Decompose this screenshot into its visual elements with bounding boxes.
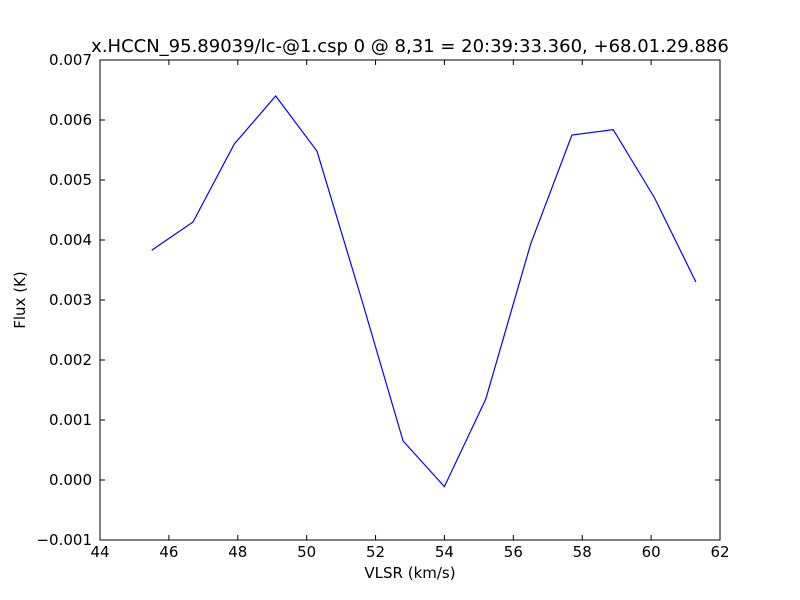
x-tick-label: 48	[228, 543, 247, 561]
x-tick-label: 44	[90, 543, 109, 561]
y-tick-label: 0.002	[49, 351, 92, 369]
y-axis: −0.001 0.000 0.001 0.002 0.003 0.004 0.005 0.00…	[36, 51, 720, 549]
x-tick-label: 50	[297, 543, 316, 561]
y-axis-label: Flux (K)	[11, 271, 29, 329]
x-tick-label: 52	[366, 543, 385, 561]
y-tick-label: 0.004	[49, 231, 92, 249]
chart-title: x.HCCN_95.89039/lc-@1.csp 0 @ 8,31 = 20:…	[91, 36, 729, 57]
plot-frame	[99, 59, 721, 541]
series-line	[151, 95, 697, 488]
y-tick-label: 0.000	[49, 471, 92, 489]
x-tick-label: 46	[159, 543, 178, 561]
y-tick-label: 0.006	[49, 111, 92, 129]
x-tick-label: 62	[710, 543, 729, 561]
x-tick-label: 58	[573, 543, 592, 561]
y-tick-label: 0.001	[49, 411, 92, 429]
y-tick-label: 0.005	[49, 171, 92, 189]
series-layer	[151, 95, 697, 488]
plot-area	[100, 60, 720, 540]
x-tick-label: 56	[504, 543, 523, 561]
x-axis: 44 46 48 50 52 54 56 58 60 62	[90, 60, 730, 561]
x-tick-label: 60	[642, 543, 661, 561]
y-tick-label: 0.003	[49, 291, 92, 309]
y-tick-label: −0.001	[36, 531, 92, 549]
x-axis-label: VLSR (km/s)	[364, 564, 455, 582]
x-tick-label: 54	[435, 543, 454, 561]
y-tick-label: 0.007	[49, 51, 92, 69]
